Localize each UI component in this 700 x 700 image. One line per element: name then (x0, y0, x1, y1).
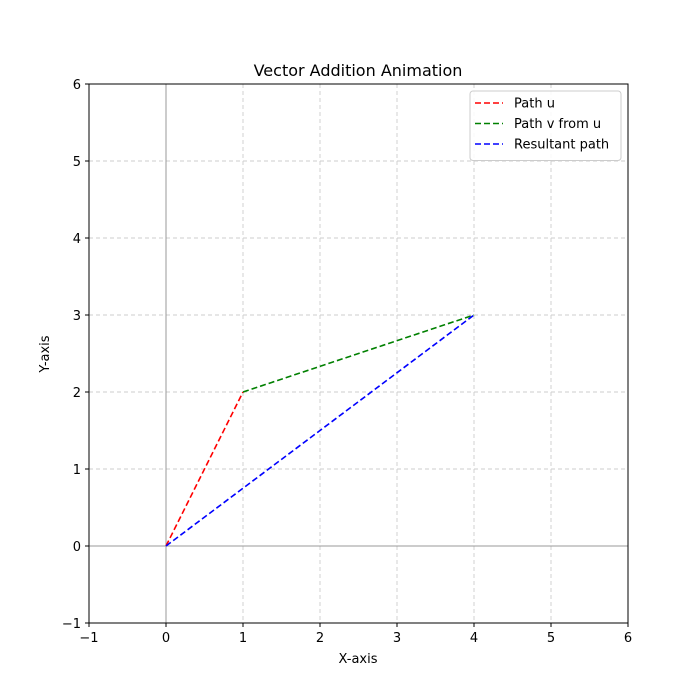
y-axis-label: Y-axis (38, 335, 53, 373)
y-tick-label: 5 (73, 155, 81, 170)
legend-label-1: Path u (514, 97, 555, 112)
x-tick-label: 0 (162, 631, 170, 646)
zero-lines (89, 84, 628, 623)
legend: Path u Path v from u Resultant path (469, 90, 622, 161)
legend-label-2: Path v from u (514, 117, 601, 132)
series-line-1 (165, 391, 244, 547)
series-lines (165, 314, 475, 547)
y-tick-label: 6 (73, 78, 81, 93)
y-tick-label: 2 (73, 386, 81, 401)
x-tick-label: 1 (239, 631, 247, 646)
y-tick-label: 4 (73, 232, 81, 247)
y-tick-label: −1 (62, 617, 81, 632)
legend-box (469, 90, 622, 161)
x-axis-label: X-axis (339, 652, 378, 667)
x-tick-label: 3 (393, 631, 401, 646)
x-tick-label: 4 (470, 631, 478, 646)
series-line-3 (165, 314, 475, 547)
y-tick-label: 1 (73, 463, 81, 478)
x-tick-label: 6 (624, 631, 632, 646)
x-tick-label: −1 (79, 631, 98, 646)
ticks: −1 0 1 2 3 4 5 6 −1 0 1 2 3 4 5 6 (62, 78, 632, 646)
series-line-2 (242, 314, 475, 393)
plot-frame (88, 83, 629, 624)
y-tick-label: 0 (73, 540, 81, 555)
legend-label-3: Resultant path (514, 138, 609, 153)
x-tick-label: 5 (547, 631, 555, 646)
x-tick-label: 2 (316, 631, 324, 646)
y-tick-label: 3 (73, 309, 81, 324)
chart-title: Vector Addition Animation (254, 61, 463, 80)
axes-frame (88, 83, 629, 624)
